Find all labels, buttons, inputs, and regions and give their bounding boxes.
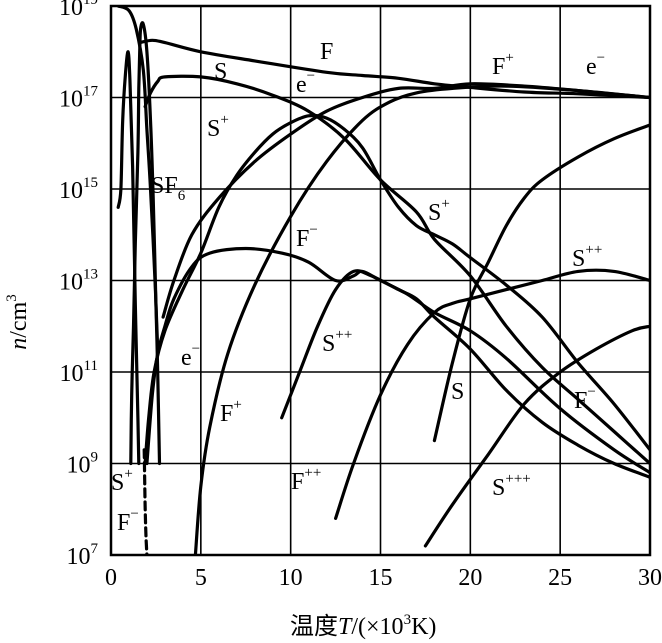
x-tick-label: 20 — [458, 565, 482, 591]
series-line-4 — [145, 246, 650, 475]
curve-label: F− — [574, 384, 596, 414]
series-line-11 — [423, 324, 650, 548]
y-tick-label: 107 — [67, 541, 99, 570]
y-tick-label: 1013 — [59, 267, 98, 296]
series-line-7 — [193, 84, 650, 555]
y-axis-title: n/cm3 — [4, 294, 32, 350]
curve-label: S — [451, 379, 464, 405]
curve-label: S++ — [322, 327, 352, 357]
x-axis-title: 温度T/(×103K) — [290, 612, 436, 640]
curve-label: e− — [296, 68, 315, 98]
series-line-8 — [280, 269, 650, 479]
series-line-14 — [142, 448, 149, 555]
svg-text:温度T/(×103K): 温度T/(×103K) — [290, 612, 436, 640]
curve-label: S++ — [572, 242, 602, 272]
curve-label: e− — [586, 50, 605, 80]
x-tick-label: 0 — [105, 565, 117, 591]
curve-label: S+ — [428, 196, 450, 226]
curve-label: SF6 — [151, 173, 186, 204]
y-tick-label: 1015 — [59, 175, 98, 204]
series-line-2 — [138, 38, 650, 100]
curve-label: S+ — [207, 112, 229, 142]
curve-label: S+ — [111, 466, 133, 496]
series-line-6 — [161, 82, 650, 319]
x-tick-label: 30 — [638, 565, 662, 591]
x-tick-label: 5 — [195, 565, 207, 591]
y-tick-label: 1019 — [59, 0, 98, 21]
curve-label: e− — [181, 341, 200, 371]
curve-label: S+++ — [492, 471, 531, 501]
series-line-10 — [432, 123, 650, 443]
y-tick-label: 1017 — [59, 84, 99, 113]
grid — [109, 4, 652, 557]
curve-label: S — [214, 59, 227, 85]
svg-text:n/cm3: n/cm3 — [4, 294, 32, 350]
curve-label: F− — [117, 506, 139, 536]
curve-labels: F S e− F+ e− S+ SF6 S+ F− S++ S++ e− F+ S F− S+ F− F++ S++… — [111, 39, 605, 536]
curve-label: F+ — [492, 50, 514, 80]
x-tick-label: 10 — [279, 565, 303, 591]
x-tick-label: 15 — [369, 565, 393, 591]
y-tick-label: 109 — [67, 450, 99, 479]
curves — [116, 6, 650, 555]
curve-label: F− — [296, 222, 318, 252]
series-line-3 — [143, 74, 650, 466]
curve-label: F++ — [291, 465, 321, 495]
y-tick-label: 1011 — [60, 358, 98, 387]
curve-label: F — [320, 39, 333, 65]
curve-label: F+ — [220, 397, 242, 427]
x-tick-label: 25 — [548, 565, 572, 591]
series-line-13 — [116, 50, 141, 466]
series-line-9 — [334, 268, 650, 520]
series-line-5 — [143, 113, 650, 466]
